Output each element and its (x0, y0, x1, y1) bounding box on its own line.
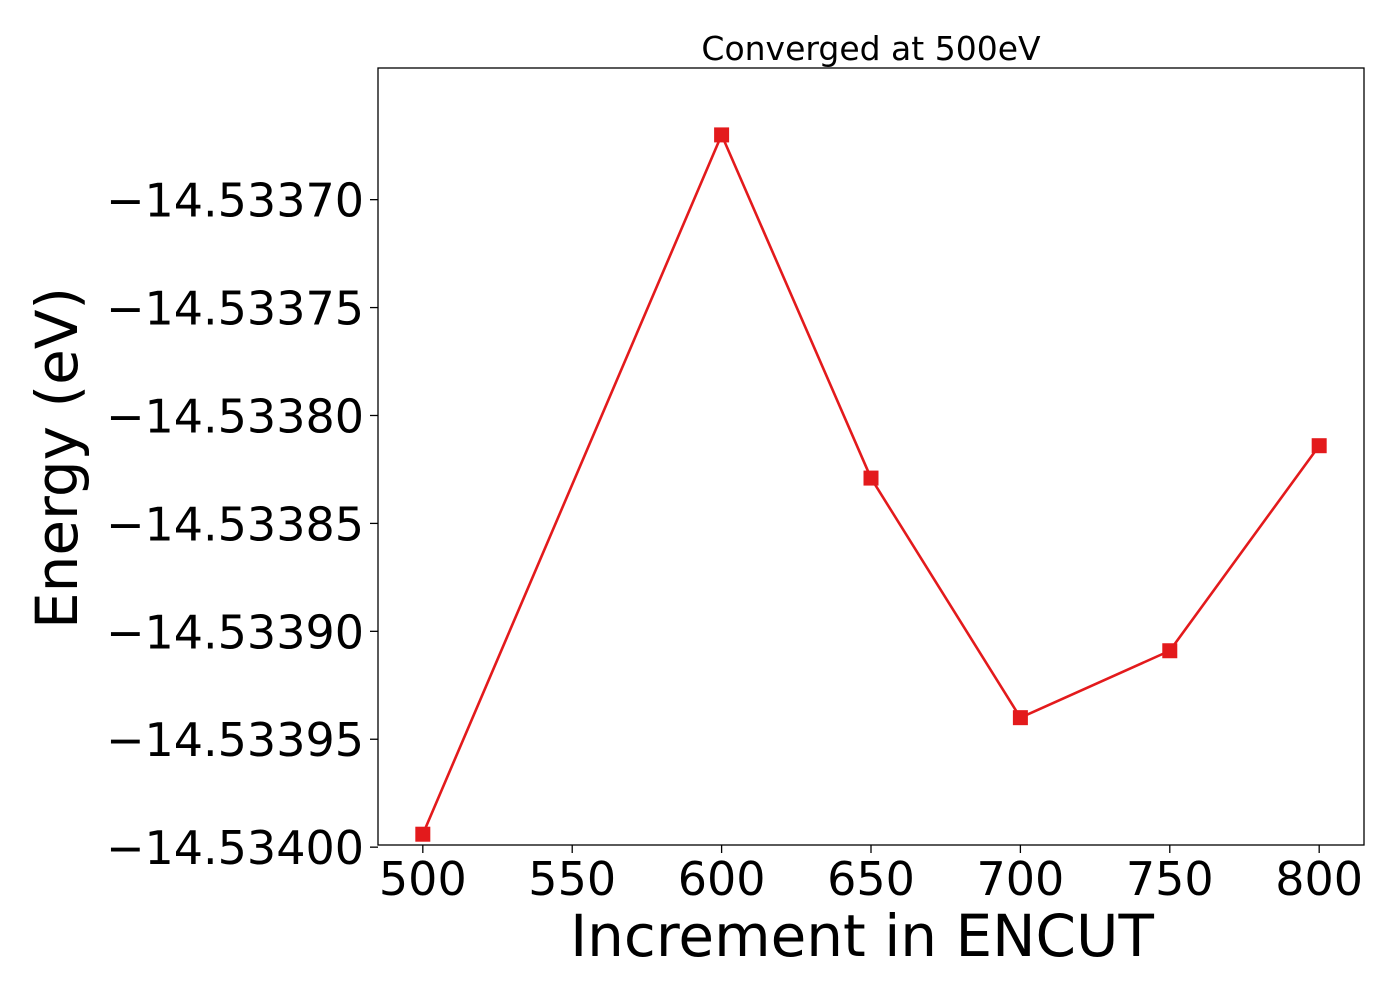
y-tick-label: −14.53390 (106, 605, 364, 659)
data-point-marker (1162, 643, 1178, 659)
data-point-marker (714, 127, 730, 143)
x-tick-label: 600 (678, 852, 766, 906)
y-tick-label: −14.53400 (106, 821, 364, 875)
data-point-marker (1311, 438, 1327, 454)
data-point-marker (863, 470, 879, 486)
y-tick-label: −14.53380 (106, 389, 364, 443)
x-tick-label: 800 (1275, 852, 1363, 906)
y-axis-label: Energy (eV) (23, 287, 91, 629)
y-tick-label: −14.53370 (106, 174, 364, 228)
x-tick-label: 700 (976, 852, 1064, 906)
series-line (421, 133, 1321, 835)
y-tick-label: −14.53395 (106, 713, 364, 767)
data-point-marker (1012, 710, 1028, 726)
y-tick-label: −14.53385 (106, 497, 364, 551)
data-point-marker (415, 826, 431, 842)
x-tick-label: 550 (528, 852, 616, 906)
plot-frame (377, 67, 1365, 846)
plot-layer (415, 127, 1327, 842)
x-tick-label: 500 (379, 852, 467, 906)
y-tick-label: −14.53375 (106, 282, 364, 336)
x-tick-label: 650 (827, 852, 915, 906)
x-axis-label: Increment in ENCUT (570, 902, 1154, 970)
ticks-layer: 500 550 600 650 700 750 800 −14.53370 −14.53375 −… (106, 174, 1363, 906)
chart-title: Converged at 500eV (701, 29, 1041, 68)
x-tick-label: 750 (1126, 852, 1214, 906)
